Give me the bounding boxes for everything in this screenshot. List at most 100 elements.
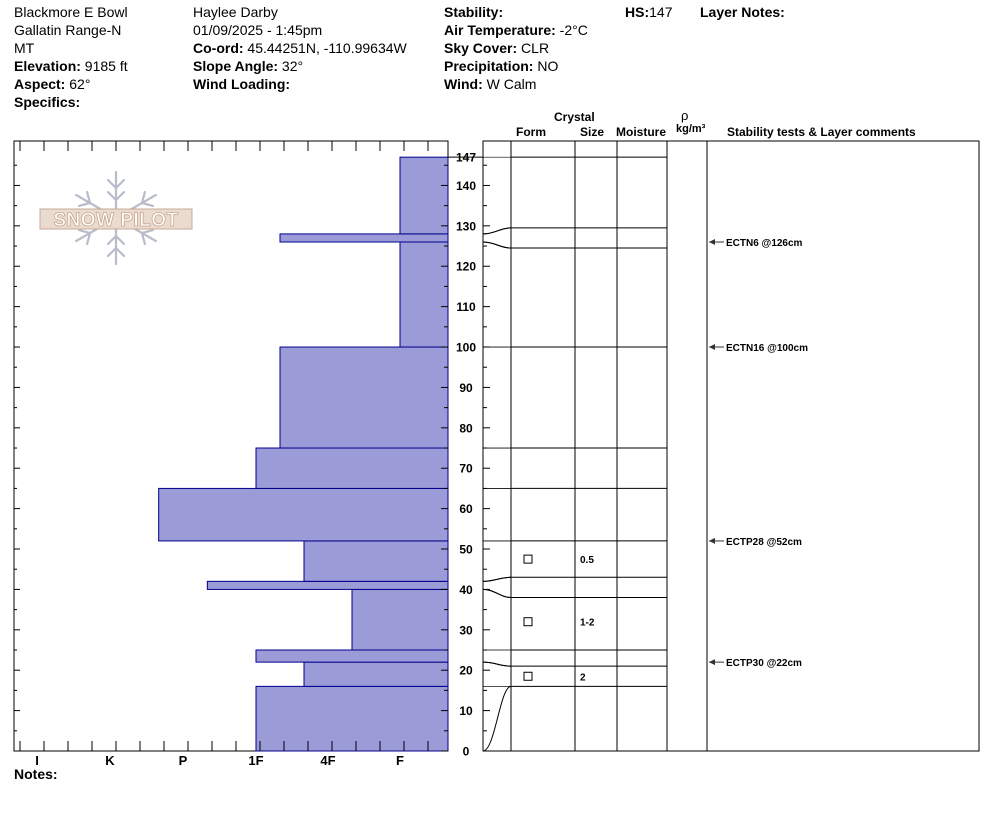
hs-label: HS: <box>625 4 650 20</box>
crystal-size-label: 2 <box>580 672 586 683</box>
hardness-bar <box>303 661 449 687</box>
height-tick-label: 30 <box>459 623 473 637</box>
logo-banner <box>39 208 193 230</box>
aspect-value: 62° <box>65 76 91 92</box>
height-tick-label: 0 <box>463 745 470 759</box>
crystal-form-square <box>523 554 533 564</box>
height-tick-label: 60 <box>459 502 473 516</box>
hardness-label: I <box>35 753 39 768</box>
precip-label: Precipitation: <box>444 58 534 74</box>
height-tick-label: 80 <box>459 421 473 435</box>
form-column-header: Form <box>516 125 546 139</box>
size-column-header: Size <box>580 125 605 139</box>
layer-notes-row: Layer Notes: <box>700 3 785 21</box>
crystal-size-label: 1-2 <box>580 618 595 629</box>
hardness-bar <box>206 580 449 590</box>
wind-row: Wind: W Calm <box>444 75 588 93</box>
wind-label: Wind: <box>444 76 483 92</box>
density-column-header: kg/m³ <box>676 123 706 135</box>
aspect-label: Aspect: <box>14 76 66 92</box>
stability-test-label: ECTP28 @52cm <box>726 537 802 548</box>
hs-row: HS:147 <box>625 3 672 21</box>
crystal-column-header: Crystal <box>554 110 595 124</box>
state-name: MT <box>14 40 35 56</box>
moisture-column-header: Moisture <box>616 125 667 139</box>
layer-connector <box>482 241 512 249</box>
precip-row: Precipitation: NO <box>444 57 588 75</box>
air-temp-label: Air Temperature: <box>444 22 556 38</box>
crystal-form-square <box>523 671 533 681</box>
hs-value: 147 <box>649 4 673 20</box>
aspect-row: Aspect: 62° <box>14 75 128 93</box>
height-tick-label: 40 <box>459 583 473 597</box>
wind-value: W Calm <box>482 76 537 92</box>
height-tick-label: 100 <box>456 341 476 355</box>
air-temp-row: Air Temperature: -2°C <box>444 21 588 39</box>
logo-text: SNOW PILOT <box>53 210 178 231</box>
layer-connector <box>482 588 512 598</box>
header-col-location: Blackmore E Bowl Gallatin Range-N MT Ele… <box>14 3 128 111</box>
observation-datetime: 01/09/2025 - 1:45pm <box>193 22 323 38</box>
elevation-label: Elevation: <box>14 58 81 74</box>
hardness-bar <box>303 540 449 582</box>
air-temp-value: -2°C <box>555 22 588 38</box>
hardness-bar <box>399 156 449 235</box>
height-tick-label: 50 <box>459 543 473 557</box>
hardness-bar <box>279 233 449 243</box>
crystal-form-square <box>523 617 533 627</box>
hardness-bar <box>351 588 449 651</box>
precip-value: NO <box>533 58 559 74</box>
layer-connector <box>482 685 512 752</box>
wind-loading-row: Wind Loading: <box>193 75 407 93</box>
hardness-bar <box>255 649 449 663</box>
layer-notes-label: Layer Notes: <box>700 4 785 20</box>
elevation-row: Elevation: 9185 ft <box>14 57 128 75</box>
test-arrow-head <box>709 238 715 245</box>
slope-row: Slope Angle: 32° <box>193 57 407 75</box>
layer-table: 2 1-2 0.5 ECTN6 @126cm ECTN16 @100cm ECTP28 @… <box>482 156 808 752</box>
wind-loading-label: Wind Loading: <box>193 76 291 92</box>
coord-value: 45.44251N, -110.99634W <box>243 40 407 56</box>
height-tick-label: 130 <box>456 219 476 233</box>
hardness-minor-ticks <box>14 141 429 752</box>
height-tick-label: 110 <box>456 300 476 314</box>
sky-cover-label: Sky Cover: <box>444 40 518 56</box>
test-arrow-head <box>709 344 715 351</box>
coord-row: Co-ord: 45.44251N, -110.99634W <box>193 39 407 57</box>
stability-column-header: Stability tests & Layer comments <box>727 125 916 139</box>
layer-connector <box>482 576 512 582</box>
slope-label: Slope Angle: <box>193 58 279 74</box>
hardness-bar <box>255 447 449 489</box>
hardness-bars <box>158 156 449 752</box>
slope-value: 32° <box>278 58 304 74</box>
height-tick-label: 120 <box>456 260 476 274</box>
coord-label: Co-ord: <box>193 40 244 56</box>
stability-row: Stability: <box>444 3 588 21</box>
hardness-bar <box>399 241 449 348</box>
height-tick-label: 20 <box>459 664 473 678</box>
sky-cover-value: CLR <box>517 40 550 56</box>
hardness-label: 4F <box>320 753 335 768</box>
stability-test-label: ECTP30 @22cm <box>726 658 802 669</box>
notes-label: Notes: <box>14 766 58 782</box>
hardness-bar <box>279 346 449 449</box>
layer-table-frame <box>482 140 980 752</box>
test-arrow-head <box>709 537 715 544</box>
hardness-axis-labels: I K P 1F 4F F <box>35 753 404 768</box>
hardness-label: K <box>105 753 115 768</box>
hardness-bar <box>158 487 449 542</box>
header-col-observer: Haylee Darby 01/09/2025 - 1:45pm Co-ord:… <box>193 3 407 93</box>
stability-test-label: ECTN6 @126cm <box>726 238 803 249</box>
hardness-bar <box>255 685 449 752</box>
location-name: Blackmore E Bowl <box>14 4 128 20</box>
test-arrow-head <box>709 659 715 666</box>
observer-name: Haylee Darby <box>193 4 278 20</box>
sky-cover-row: Sky Cover: CLR <box>444 39 588 57</box>
elevation-value: 9185 ft <box>80 58 128 74</box>
hardness-label: F <box>396 753 404 768</box>
specifics-row: Specifics: <box>14 93 128 111</box>
specifics-label: Specifics: <box>14 94 81 110</box>
layer-connector <box>482 227 512 235</box>
height-tick-label: 90 <box>459 381 473 395</box>
